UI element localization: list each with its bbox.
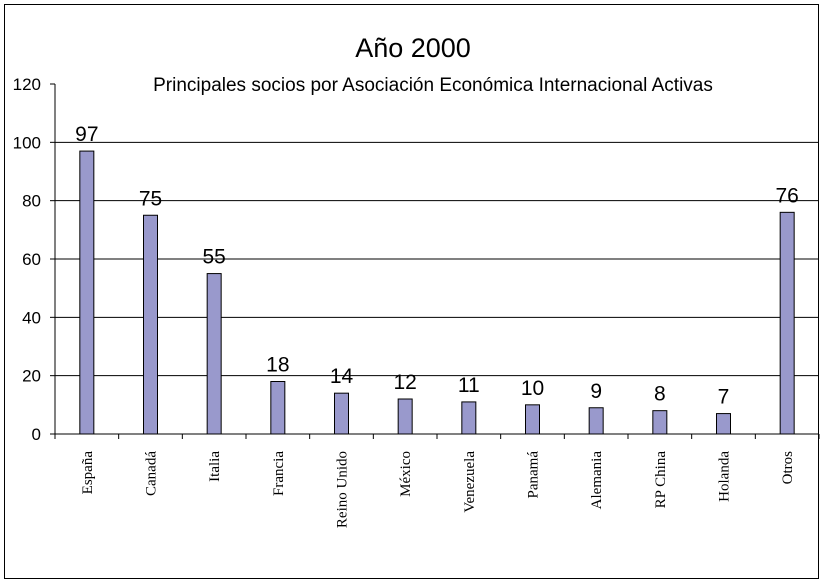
- category-label: Otros: [780, 451, 796, 484]
- y-tick-label: 100: [13, 133, 41, 152]
- data-label: 8: [654, 383, 666, 406]
- chart-title: Año 2000: [355, 33, 471, 63]
- category-label: Holanda: [717, 451, 733, 502]
- y-tick-label: 0: [32, 425, 41, 444]
- bar: [779, 211, 795, 435]
- gridlines: [55, 141, 819, 377]
- bar: [461, 401, 477, 435]
- bar: [588, 407, 604, 435]
- x-axis: España Canadá Italia Francia Reino Unido Méxi…: [54, 433, 820, 528]
- data-label: 18: [266, 354, 289, 377]
- data-label: 11: [458, 374, 480, 397]
- y-tick-label: 80: [22, 192, 41, 211]
- data-label: 7: [718, 386, 730, 409]
- category-label: Italia: [207, 451, 223, 482]
- bar: [206, 273, 222, 435]
- bar: [652, 410, 668, 435]
- category-label: España: [80, 451, 96, 495]
- category-label: RP China: [653, 451, 669, 509]
- category-label: Panamá: [526, 451, 542, 499]
- bar: [143, 214, 158, 435]
- bar: [525, 404, 540, 435]
- bar: [79, 150, 95, 435]
- data-label: 55: [202, 246, 225, 269]
- category-label: Venezuela: [462, 451, 478, 513]
- category-label: Canadá: [144, 451, 160, 496]
- data-label: 14: [330, 365, 354, 388]
- category-label: Francia: [271, 451, 287, 496]
- y-tick-label: 120: [13, 75, 41, 94]
- bar: [397, 398, 413, 435]
- bar: [334, 392, 349, 435]
- data-label: 9: [590, 380, 602, 403]
- category-label: México: [398, 451, 414, 497]
- category-label: Reino Unido: [335, 451, 351, 528]
- bar: [270, 381, 286, 435]
- data-label: 97: [75, 123, 98, 146]
- data-label: 76: [775, 184, 798, 207]
- chart-frame: [4, 4, 819, 579]
- y-tick-label: 60: [22, 250, 41, 269]
- y-axis: 0 20 40 60 80 100 120: [13, 75, 56, 444]
- bar: [716, 413, 731, 435]
- y-tick-label: 20: [22, 367, 41, 386]
- data-label: 10: [521, 377, 544, 400]
- bars: 97 75 55 18 14 12 11 10 9 8 7 76: [75, 123, 799, 435]
- data-label: 75: [139, 187, 162, 210]
- chart-subtitle: Principales socios por Asociación Económ…: [153, 75, 713, 96]
- category-label: Alemania: [589, 451, 605, 510]
- y-tick-label: 40: [22, 308, 41, 327]
- data-label: 12: [393, 371, 416, 394]
